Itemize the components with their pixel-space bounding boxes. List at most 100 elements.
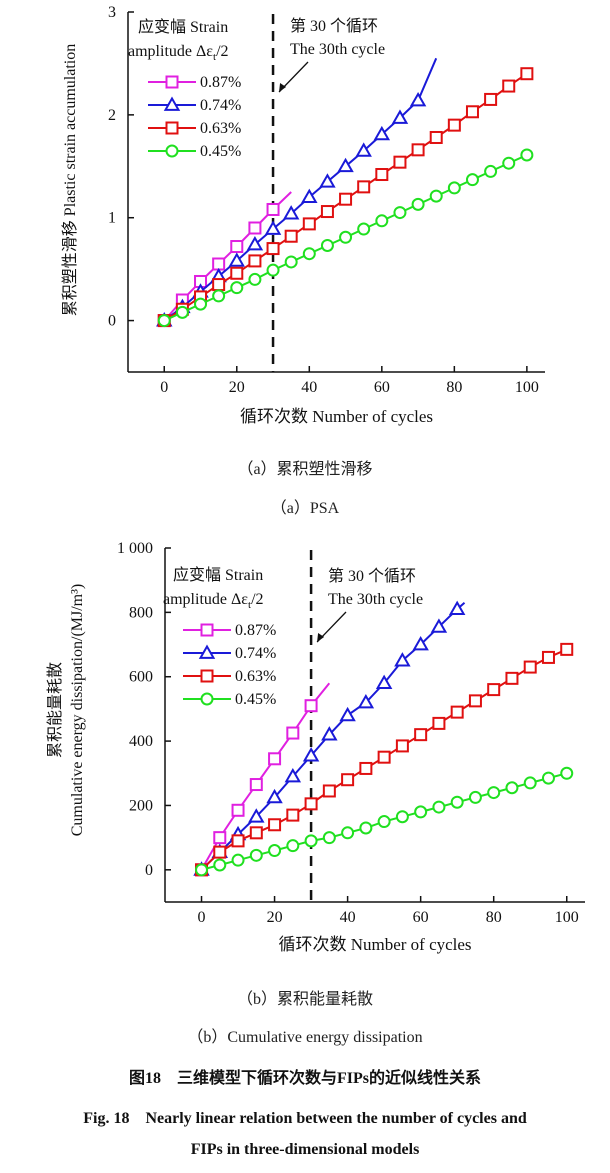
data-point	[337, 157, 354, 173]
data-point	[375, 214, 389, 228]
x-tick-label: 0	[198, 909, 206, 926]
data-point	[319, 173, 336, 188]
data-point	[284, 767, 302, 783]
data-point	[231, 834, 245, 848]
data-point	[520, 148, 534, 162]
legend-swatch-marker	[198, 644, 216, 659]
annotation-en: The 30th cycle	[328, 591, 423, 608]
annotation-cn: 第 30 个循环	[328, 567, 416, 585]
x-axis-label: 循环次数 Number of cycles	[240, 407, 433, 426]
data-point	[414, 805, 428, 819]
data-point	[339, 192, 353, 206]
data-point	[302, 247, 316, 261]
figure-caption-en-line1: Fig. 18 Nearly linear relation between t…	[83, 1110, 527, 1127]
series-line	[163, 57, 438, 322]
data-point	[412, 636, 429, 651]
series-line	[200, 601, 466, 871]
data-point	[502, 79, 516, 93]
data-point	[304, 834, 318, 848]
data-point	[231, 853, 245, 867]
data-point	[391, 109, 409, 124]
data-point	[432, 800, 446, 814]
data-point	[393, 206, 407, 220]
data-point	[321, 726, 338, 741]
legend-swatch-marker	[165, 121, 179, 135]
data-point	[231, 803, 245, 817]
data-point	[502, 156, 516, 170]
x-tick-label: 0	[160, 379, 168, 396]
data-point	[302, 747, 320, 762]
data-point	[395, 739, 409, 753]
y-axis-label-en: Plastic strain accumulation	[62, 44, 79, 216]
y-axis-label-en: Cumulative energy dissipation/(MJ/m³)	[69, 584, 86, 836]
x-tick-label: 100	[515, 379, 539, 396]
legend-title-line2: amplitude Δεt/2	[163, 591, 264, 611]
data-point	[411, 143, 425, 157]
data-point	[393, 155, 407, 169]
data-point	[450, 795, 464, 809]
legend-label: 0.45%	[235, 691, 276, 708]
data-point	[375, 168, 389, 182]
subcaption-b-cn: （b）累积能量耗散	[236, 991, 373, 1008]
y-tick-label: 3	[108, 4, 116, 21]
legend-title-sub: t	[248, 599, 251, 611]
data-point	[249, 848, 263, 862]
legend-swatch-marker	[200, 623, 214, 637]
data-point	[468, 790, 482, 804]
data-point	[230, 266, 244, 280]
annotation-arrowhead	[317, 633, 325, 642]
data-point	[284, 229, 298, 243]
legend-label: 0.74%	[235, 645, 276, 662]
data-point	[341, 773, 355, 787]
data-point	[304, 797, 318, 811]
data-point	[286, 808, 300, 822]
data-point	[448, 600, 466, 616]
data-point	[447, 118, 461, 132]
subcaption-a-en: （a）PSA	[270, 500, 340, 517]
data-point	[266, 788, 283, 804]
legend-item-0.63%: 0.63%	[183, 668, 276, 685]
legend-title-line2: amplitude Δεt/2	[128, 43, 229, 63]
data-point	[322, 831, 336, 845]
data-point	[248, 808, 265, 823]
data-point	[341, 826, 355, 840]
data-point	[213, 845, 227, 859]
data-point	[541, 771, 555, 785]
legend-item-0.74%: 0.74%	[148, 96, 241, 114]
data-point	[339, 706, 356, 722]
x-tick-label: 60	[413, 909, 429, 926]
data-point	[248, 254, 262, 268]
x-tick-label: 20	[229, 379, 245, 396]
data-point	[302, 217, 316, 231]
subcaption-a-cn: （a）累积塑性滑移	[237, 461, 373, 478]
data-point	[373, 125, 391, 141]
data-point	[339, 230, 353, 244]
legend-title-tail: /2	[216, 43, 228, 60]
y-tick-label: 600	[129, 669, 153, 686]
data-point	[523, 660, 537, 674]
legend-label: 0.87%	[235, 622, 276, 639]
data-point	[249, 778, 263, 792]
data-point	[487, 683, 501, 697]
data-point	[268, 844, 282, 858]
x-tick-label: 40	[340, 909, 356, 926]
legend-label: 0.74%	[200, 97, 241, 114]
data-point	[465, 105, 479, 119]
y-tick-label: 800	[129, 604, 153, 621]
legend-item-0.63%: 0.63%	[148, 120, 241, 137]
y-tick-label: 400	[129, 733, 153, 750]
data-point	[282, 205, 300, 220]
y-tick-label: 0	[145, 862, 153, 879]
data-point	[320, 205, 334, 219]
data-point	[248, 221, 262, 235]
legend-title-line1: 应变幅 Strain	[138, 17, 228, 36]
x-axis-label: 循环次数 Number of cycles	[278, 935, 471, 954]
legend-label: 0.45%	[200, 143, 241, 160]
data-point	[268, 752, 282, 766]
legend-item-0.45%: 0.45%	[183, 691, 276, 708]
legend-title-line1: 应变幅 Strain	[173, 565, 263, 584]
data-point	[195, 863, 209, 877]
data-point	[264, 220, 282, 235]
x-tick-label: 40	[301, 379, 317, 396]
data-point	[484, 92, 498, 106]
